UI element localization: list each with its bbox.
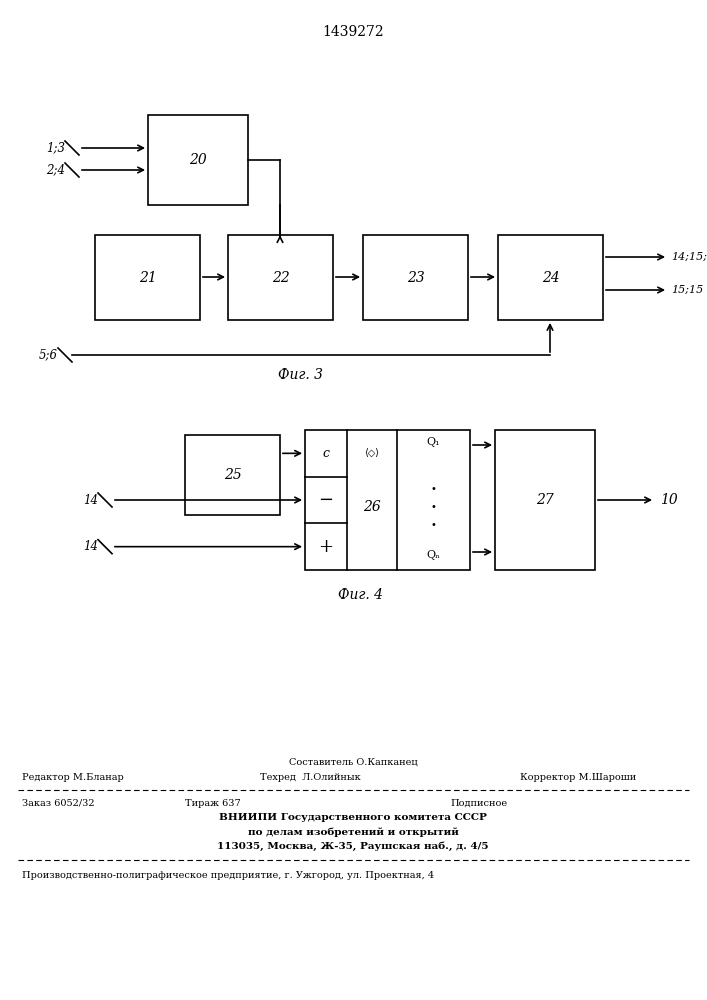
Bar: [95, 235, 200, 320]
Text: +: +: [318, 538, 334, 556]
Text: 23: 23: [407, 270, 424, 284]
Bar: [228, 235, 333, 320]
Text: Техред  Л.Олийнык: Техред Л.Олийнык: [260, 774, 361, 782]
Text: Qₙ: Qₙ: [426, 550, 440, 560]
Text: 15;15: 15;15: [671, 285, 703, 295]
Text: 14: 14: [83, 493, 98, 506]
Text: •: •: [431, 520, 436, 530]
Text: по делам изобретений и открытий: по делам изобретений и открытий: [247, 827, 458, 837]
Text: 14: 14: [83, 540, 98, 553]
Text: 1439272: 1439272: [322, 25, 384, 39]
Text: 24: 24: [542, 270, 559, 284]
Text: 5;6: 5;6: [39, 349, 58, 361]
Text: Фиг. 3: Фиг. 3: [278, 368, 322, 382]
Text: Q₁: Q₁: [427, 437, 440, 447]
Bar: [185, 435, 280, 515]
Text: 14;15;14: 14;15;14: [671, 252, 707, 262]
Text: 2;4: 2;4: [46, 163, 65, 176]
Text: Корректор М.Шароши: Корректор М.Шароши: [520, 774, 636, 782]
Text: 26: 26: [363, 500, 381, 514]
Text: 113035, Москва, Ж-35, Раушская наб., д. 4/5: 113035, Москва, Ж-35, Раушская наб., д. …: [217, 841, 489, 851]
Bar: [495, 430, 595, 570]
Text: ВНИИПИ Государственного комитета СССР: ВНИИПИ Государственного комитета СССР: [219, 814, 487, 822]
Text: Заказ 6052/32: Заказ 6052/32: [22, 798, 95, 808]
Text: •: •: [431, 502, 436, 512]
Text: Тираж 637: Тираж 637: [185, 798, 241, 808]
Bar: [305, 430, 470, 570]
Text: Редактор М.Бланар: Редактор М.Бланар: [22, 774, 124, 782]
Text: Фиг. 4: Фиг. 4: [337, 588, 382, 602]
Bar: [498, 235, 603, 320]
Text: Составитель О.Капканец: Составитель О.Капканец: [288, 758, 417, 766]
Text: c: c: [322, 447, 329, 460]
Text: 10: 10: [660, 493, 678, 507]
Text: 25: 25: [223, 468, 241, 482]
Text: 27: 27: [536, 493, 554, 507]
Text: 20: 20: [189, 153, 207, 167]
Bar: [363, 235, 468, 320]
Text: •: •: [431, 484, 436, 494]
Text: 1;3: 1;3: [46, 141, 65, 154]
Text: Производственно-полиграфическое предприятие, г. Ужгород, ул. Проектная, 4: Производственно-полиграфическое предприя…: [22, 871, 434, 880]
Bar: [148, 115, 248, 205]
Text: −: −: [318, 491, 334, 509]
Text: ⟨◇⟩: ⟨◇⟩: [365, 448, 380, 458]
Text: 22: 22: [271, 270, 289, 284]
Text: Подписное: Подписное: [450, 798, 507, 808]
Text: 21: 21: [139, 270, 156, 284]
